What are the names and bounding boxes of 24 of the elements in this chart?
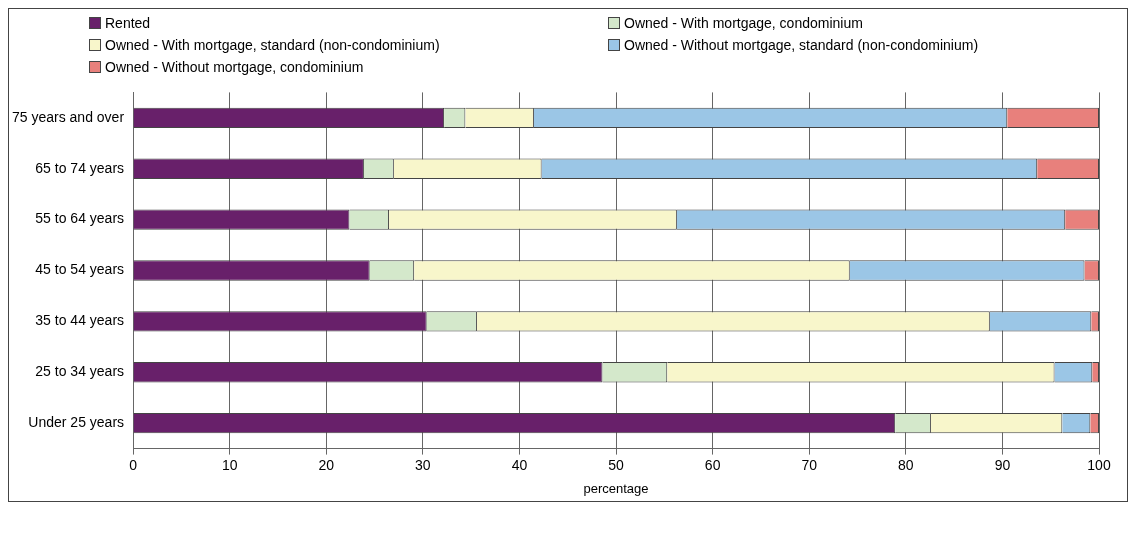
legend-label: Owned - With mortgage, condominium [624,15,863,31]
x-tick-label: 0 [129,456,138,473]
x-tick-label: 20 [318,456,335,473]
x-tick-label: 90 [994,456,1011,473]
legend-label: Owned - Without mortgage, standard (non-condominium) [624,37,979,53]
x-tick-label: 60 [704,456,721,473]
x-tick-label: 70 [801,456,818,473]
legend-label: Owned - With mortgage, standard (non-condominium) [105,37,440,53]
x-tick-label: 10 [221,456,238,473]
x-axis-title: percentage [583,480,649,496]
x-tick-label: 80 [898,456,914,473]
y-tick-label: 55 to 64 years [35,210,125,227]
y-tick-label: 65 to 74 years [35,159,125,176]
x-tick-label: 40 [511,456,528,473]
y-tick-label: 25 to 34 years [35,363,125,380]
x-tick-label: 50 [608,456,625,473]
y-tick-label: 35 to 44 years [35,312,125,329]
legend-label: Owned - Without mortgage, condominium [105,59,364,75]
y-tick-label: 45 to 54 years [35,261,125,278]
y-tick-label: Under 25 years [28,414,125,431]
x-tick-label: 100 [1087,456,1111,473]
x-tick-label: 30 [415,456,431,473]
y-tick-label: 75 years and over [11,108,125,125]
legend-label: Rented [105,15,151,31]
